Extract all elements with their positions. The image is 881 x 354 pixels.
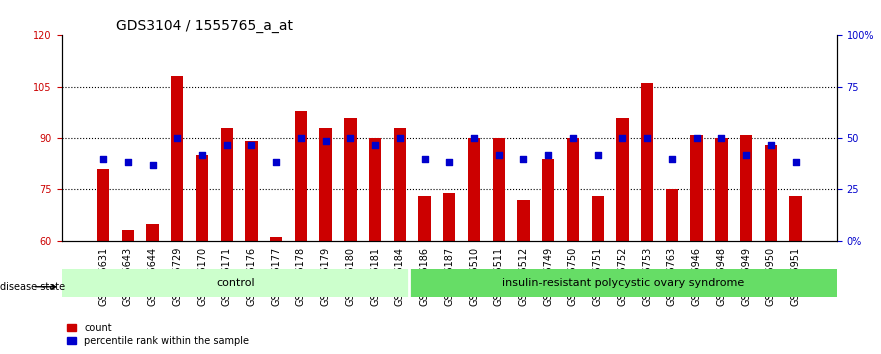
Bar xyxy=(295,111,307,241)
Point xyxy=(418,156,432,161)
Point xyxy=(121,159,135,165)
Bar xyxy=(666,189,678,241)
Legend: count, percentile rank within the sample: count, percentile rank within the sample xyxy=(67,323,249,346)
Point xyxy=(764,142,778,148)
Point xyxy=(344,135,358,141)
Bar xyxy=(542,159,554,241)
Bar xyxy=(344,118,357,241)
FancyBboxPatch shape xyxy=(62,269,409,297)
Bar xyxy=(146,224,159,241)
Bar xyxy=(641,83,654,241)
Bar xyxy=(765,145,777,241)
Point xyxy=(640,135,655,141)
Point xyxy=(788,159,803,165)
Point xyxy=(492,152,506,158)
Point xyxy=(615,135,629,141)
Point xyxy=(195,152,209,158)
Point xyxy=(219,142,233,148)
Bar xyxy=(196,155,208,241)
Point xyxy=(665,156,679,161)
Point xyxy=(294,135,308,141)
Point xyxy=(393,135,407,141)
Bar xyxy=(122,230,134,241)
Point xyxy=(270,159,284,165)
Point xyxy=(690,135,704,141)
Point xyxy=(96,156,110,161)
Bar xyxy=(616,118,629,241)
Bar xyxy=(566,138,579,241)
Point xyxy=(739,152,753,158)
Bar xyxy=(715,138,728,241)
Bar xyxy=(245,142,257,241)
Text: GDS3104 / 1555765_a_at: GDS3104 / 1555765_a_at xyxy=(116,19,293,33)
Bar xyxy=(691,135,703,241)
Point xyxy=(516,156,530,161)
Bar xyxy=(591,196,603,241)
Bar xyxy=(468,138,480,241)
Bar xyxy=(320,128,332,241)
Bar xyxy=(517,200,529,241)
Point xyxy=(714,135,729,141)
Point xyxy=(319,139,333,144)
Bar xyxy=(270,237,283,241)
Point xyxy=(590,152,604,158)
Bar xyxy=(220,128,233,241)
Bar xyxy=(97,169,109,241)
Bar xyxy=(789,196,802,241)
Text: control: control xyxy=(216,278,255,288)
Bar xyxy=(394,128,406,241)
Text: disease state: disease state xyxy=(0,282,65,292)
Text: insulin-resistant polycystic ovary syndrome: insulin-resistant polycystic ovary syndr… xyxy=(502,278,744,288)
FancyBboxPatch shape xyxy=(409,269,837,297)
Point xyxy=(442,159,456,165)
Bar xyxy=(492,138,505,241)
Point xyxy=(244,142,258,148)
Point xyxy=(145,162,159,168)
Point xyxy=(467,135,481,141)
Bar xyxy=(171,76,183,241)
Bar xyxy=(418,196,431,241)
Point xyxy=(541,152,555,158)
Bar xyxy=(369,138,381,241)
Point xyxy=(566,135,580,141)
Point xyxy=(170,135,184,141)
Bar xyxy=(443,193,455,241)
Bar xyxy=(740,135,752,241)
Point xyxy=(368,142,382,148)
